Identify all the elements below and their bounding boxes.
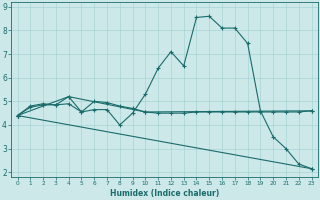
X-axis label: Humidex (Indice chaleur): Humidex (Indice chaleur) <box>110 189 219 198</box>
